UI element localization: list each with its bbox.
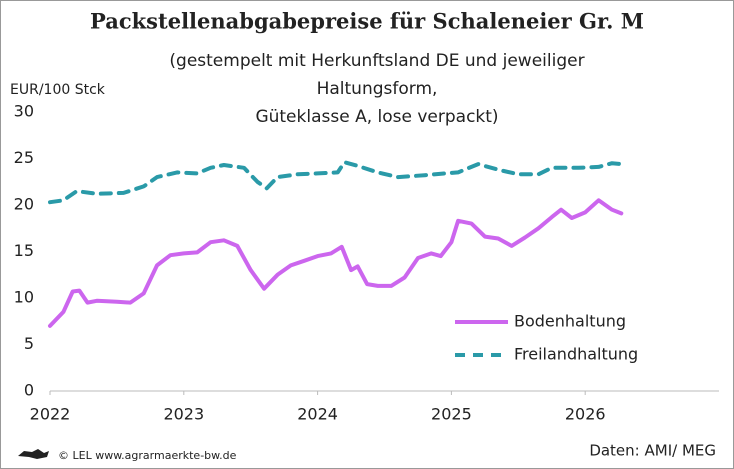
x-tick-label: 2024 — [297, 405, 338, 424]
legend-label: Freilandhaltung — [514, 345, 638, 364]
x-tick-label: 2023 — [163, 405, 204, 424]
chart-title: Packstellenabgabepreise für Schaleneier … — [90, 9, 644, 34]
y-tick-label: 20 — [14, 195, 34, 214]
y-tick-label: 0 — [24, 381, 34, 400]
y-tick-label: 30 — [14, 102, 34, 121]
source: Daten: AMI/ MEG — [589, 442, 716, 460]
subtitle: Güteklasse A, lose verpackt) — [255, 107, 498, 127]
logo — [18, 449, 49, 459]
y-tick-label: 10 — [14, 288, 34, 307]
credit: © LEL www.agrarmaerkte-bw.de — [58, 449, 237, 462]
legend-label: Bodenhaltung — [514, 312, 626, 331]
y-tick-label: 15 — [14, 241, 34, 260]
y-tick-label: 25 — [14, 148, 34, 167]
subtitle: (gestempelt mit Herkunftsland DE und jew… — [169, 51, 584, 71]
x-tick-label: 2025 — [431, 405, 472, 424]
y-tick-label: 5 — [24, 334, 34, 353]
x-tick-label: 2022 — [30, 405, 71, 424]
y-axis-label: EUR/100 Stck — [10, 82, 106, 98]
x-tick-label: 2026 — [565, 405, 606, 424]
series-line — [48, 160, 624, 205]
subtitle: Haltungsform, — [317, 79, 438, 99]
series-line — [48, 198, 624, 328]
